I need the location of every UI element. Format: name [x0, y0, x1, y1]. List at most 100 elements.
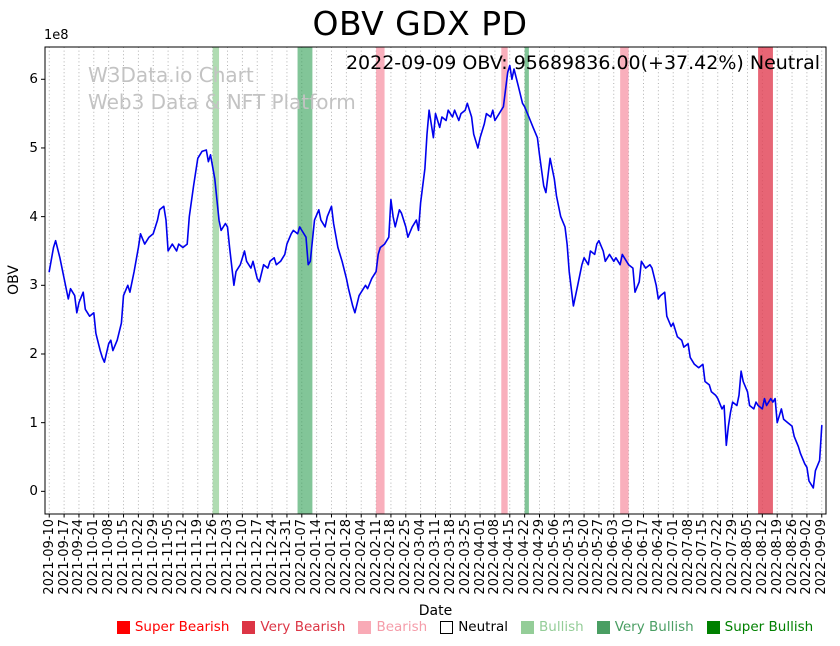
x-tick-label: 2022-02-25: [398, 519, 414, 595]
x-tick-label: 2022-04-22: [517, 519, 533, 595]
x-tick-label: 2022-03-25: [457, 519, 473, 595]
legend-item-very-bullish: Very Bullish: [596, 619, 694, 635]
x-tick-label: 2022-07-01: [665, 519, 681, 595]
x-tick-label: 2021-09-24: [71, 519, 87, 595]
x-tick-label: 2021-09-10: [41, 519, 57, 595]
y-tick-label: 4: [29, 208, 38, 225]
x-tick-label: 2022-06-17: [635, 519, 651, 595]
legend-item-super-bearish: Super Bearish: [116, 619, 230, 635]
x-tick-label: 2022-01-28: [338, 519, 354, 595]
legend-swatch-very-bullish: [596, 620, 610, 634]
legend-item-bullish: Bullish: [521, 619, 584, 635]
legend-label: Super Bullish: [724, 619, 814, 635]
obv-line: [48, 64, 823, 489]
y-tick-label: 2: [29, 345, 38, 362]
legend-swatch-super-bearish: [116, 620, 130, 634]
x-tick-label: 2022-04-29: [531, 519, 547, 595]
watermark-line2: Web3 Data & NFT Platform: [88, 90, 356, 114]
x-tick-label: 2022-02-11: [368, 519, 384, 595]
signal-band-very-bearish: [758, 47, 773, 514]
x-tick-label: 2022-05-06: [546, 519, 562, 595]
y-offset-label: 1e8: [44, 28, 69, 43]
x-tick-label: 2022-05-20: [576, 519, 592, 595]
signal-band-bullish: [212, 47, 220, 514]
legend-item-bearish: Bearish: [358, 619, 427, 635]
x-tick-label: 2021-11-19: [190, 519, 206, 595]
legend-item-super-bullish: Super Bullish: [706, 619, 814, 635]
legend-label: Bearish: [376, 619, 428, 635]
x-tick-label: 2022-05-27: [591, 519, 607, 595]
y-tick-label: 6: [29, 71, 38, 88]
signal-bands: [212, 47, 773, 514]
legend-swatch-super-bullish: [706, 620, 720, 634]
x-tick-label: 2022-04-01: [472, 519, 488, 595]
x-tick-label: 2022-08-05: [739, 519, 755, 595]
signal-band-very-bullish: [297, 47, 313, 514]
legend-swatch-very-bearish: [242, 620, 256, 634]
x-tick-label: 2022-02-04: [353, 519, 369, 595]
obv-series: [48, 64, 823, 489]
x-tick-label: 2021-09-17: [56, 519, 72, 595]
signal-band-bearish: [376, 47, 385, 514]
legend-swatch-bearish: [358, 620, 372, 634]
x-tick-label: 2021-10-01: [86, 519, 102, 595]
watermark: W3Data.io Chart Web3 Data & NFT Platform: [88, 62, 356, 116]
x-tick-label: 2021-10-22: [130, 519, 146, 595]
plot-frame: [44, 46, 827, 515]
legend-label: Neutral: [458, 619, 509, 635]
x-tick-label: 2022-01-14: [309, 519, 325, 595]
x-tick-label: 2022-08-19: [769, 519, 785, 595]
x-tick-label: 2022-07-29: [725, 519, 741, 595]
x-tick-label: 2022-09-09: [814, 519, 830, 595]
x-tick-label: 2022-01-07: [294, 519, 310, 595]
signal-band-bearish: [620, 47, 629, 514]
x-tick-label: 2022-04-08: [487, 519, 503, 595]
x-tick-label: 2021-10-15: [116, 519, 132, 595]
x-tick-label: 2022-04-15: [502, 519, 518, 595]
legend-swatch-neutral: [440, 620, 454, 634]
x-tick-label: 2021-12-17: [249, 519, 265, 595]
x-tick-label: 2022-06-03: [606, 519, 622, 595]
axis-ticks: [41, 78, 823, 518]
x-tick-label: 2022-07-08: [680, 519, 696, 595]
x-axis-label: Date: [418, 603, 453, 619]
legend-label: Bullish: [539, 619, 584, 635]
x-tick-label: 2022-09-02: [799, 519, 815, 595]
signal-band-bearish: [501, 47, 508, 514]
y-tick-label: 5: [29, 139, 38, 156]
x-tick-label: 2021-10-08: [101, 519, 117, 595]
x-tick-label: 2022-07-15: [695, 519, 711, 595]
x-tick-label: 2021-11-05: [160, 519, 176, 595]
x-tick-label: 2021-12-24: [264, 519, 280, 595]
y-tick-label: 3: [29, 277, 38, 294]
x-tick-label: 2022-06-24: [650, 519, 666, 595]
signal-annotation: 2022-09-09 OBV: 95689836.00(+37.42%) Neu…: [345, 52, 820, 74]
x-tick-label: 2021-12-10: [234, 519, 250, 595]
x-tick-label: 2022-02-18: [383, 519, 399, 595]
chart-title: OBV GDX PD: [312, 4, 528, 43]
x-tick-label: 2022-06-10: [621, 519, 637, 595]
legend-item-very-bearish: Very Bearish: [242, 619, 345, 635]
x-tick-label: 2022-03-04: [413, 519, 429, 595]
x-tick-label: 2022-05-13: [561, 519, 577, 595]
legend-label: Very Bearish: [260, 619, 346, 635]
x-tick-label: 2022-01-21: [324, 519, 339, 595]
legend-item-neutral: Neutral: [440, 619, 508, 635]
signal-band-very-bullish: [524, 47, 529, 514]
legend-label: Very Bullish: [614, 619, 694, 635]
y-tick-label: 0: [29, 483, 38, 500]
x-tick-label: 2022-08-12: [754, 519, 770, 595]
x-tick-label: 2022-03-18: [442, 519, 458, 595]
watermark-line1: W3Data.io Chart: [88, 63, 254, 87]
x-tick-label: 2021-12-03: [220, 519, 236, 595]
x-tick-label: 2021-11-26: [205, 519, 221, 595]
legend-label: Super Bearish: [134, 619, 230, 635]
x-tick-label: 2021-10-29: [145, 519, 161, 595]
y-tick-label: 1: [29, 414, 38, 431]
x-tick-label: 2021-12-31: [279, 519, 295, 595]
x-tick-label: 2022-07-22: [710, 519, 726, 595]
x-tick-label: 2021-11-12: [175, 519, 191, 595]
x-tick-label: 2022-08-26: [784, 519, 800, 595]
